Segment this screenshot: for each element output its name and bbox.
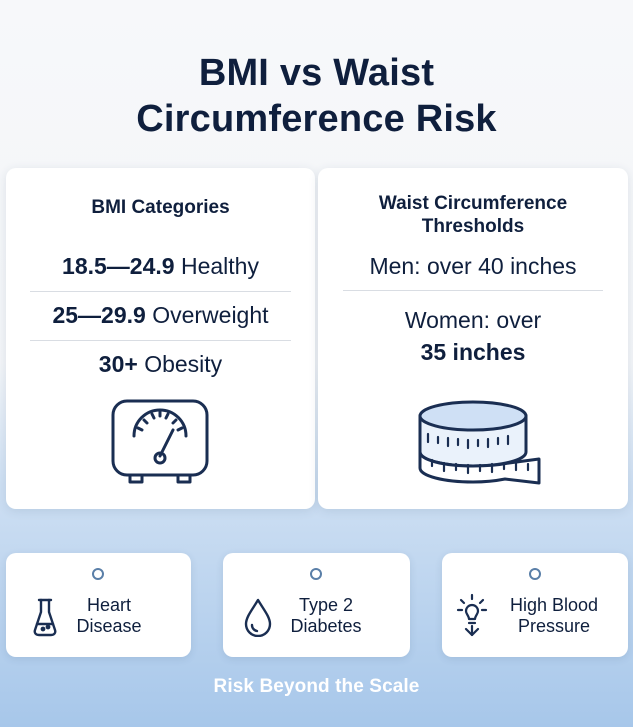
bmi-card-heading: BMI Categories: [91, 197, 230, 218]
drop-icon: [243, 597, 273, 642]
risk-label-line-1: High Blood: [509, 595, 599, 615]
waist-women-threshold: Women: over 35 inches: [318, 306, 628, 366]
bmi-range: 25—29.9: [52, 302, 146, 328]
bmi-label: Healthy: [180, 253, 259, 279]
risk-card-heart-disease: Heart Disease: [6, 553, 191, 657]
divider: [30, 291, 291, 292]
bmi-row-overweight: 25—29.9 Overweight: [6, 301, 315, 329]
bmi-row-healthy: 18.5—24.9 Healthy: [6, 252, 315, 280]
risk-label-line-2: Pressure: [517, 616, 591, 636]
page-title: BMI vs Waist Circumference Risk: [0, 50, 633, 142]
divider: [343, 290, 603, 291]
bmi-categories-card: BMI Categories 18.5—24.9 Healthy 25—29.9…: [6, 168, 315, 509]
risk-label-line-1: Heart: [86, 595, 131, 615]
dot-icon: [310, 568, 322, 580]
waist-heading-line-1: Waist Circumference: [378, 193, 568, 214]
divider: [30, 340, 291, 341]
tape-measure-icon: [412, 394, 544, 493]
risk-label-line-2: Disease: [76, 616, 142, 636]
flask-icon: [32, 597, 58, 642]
dot-icon: [529, 568, 541, 580]
risk-label: Heart Disease: [64, 595, 154, 637]
title-line-2: Circumference Risk: [136, 98, 497, 140]
bmi-label: Obesity: [144, 351, 223, 377]
risk-label-line-1: Type 2: [298, 595, 354, 615]
waist-heading-line-2: Thresholds: [421, 216, 525, 237]
waist-thresholds-card: Waist Circumference Thresholds Men: over…: [318, 168, 628, 509]
waist-card-heading: Waist Circumference Thresholds: [318, 192, 628, 238]
bmi-label: Overweight: [152, 302, 269, 328]
waist-women-line-2: 35 inches: [420, 339, 526, 365]
dot-icon: [92, 568, 104, 580]
risk-label: High Blood Pressure: [494, 595, 614, 637]
risk-label-line-2: Diabetes: [290, 616, 362, 636]
bmi-row-obesity: 30+ Obesity: [6, 350, 315, 378]
scale-icon: [110, 398, 210, 491]
bmi-range: 30+: [98, 351, 138, 377]
waist-women-line-1: Women: over: [404, 307, 542, 333]
bmi-range: 18.5—24.9: [62, 253, 175, 279]
title-line-1: BMI vs Waist: [198, 52, 435, 94]
risk-label: Type 2 Diabetes: [281, 595, 371, 637]
waist-men-threshold: Men: over 40 inches: [369, 253, 577, 279]
footer-tagline: Risk Beyond the Scale: [213, 676, 420, 697]
risk-card-high-blood-pressure: High Blood Pressure: [442, 553, 628, 657]
risk-card-type-2-diabetes: Type 2 Diabetes: [223, 553, 410, 657]
bulb-icon: [456, 593, 488, 642]
